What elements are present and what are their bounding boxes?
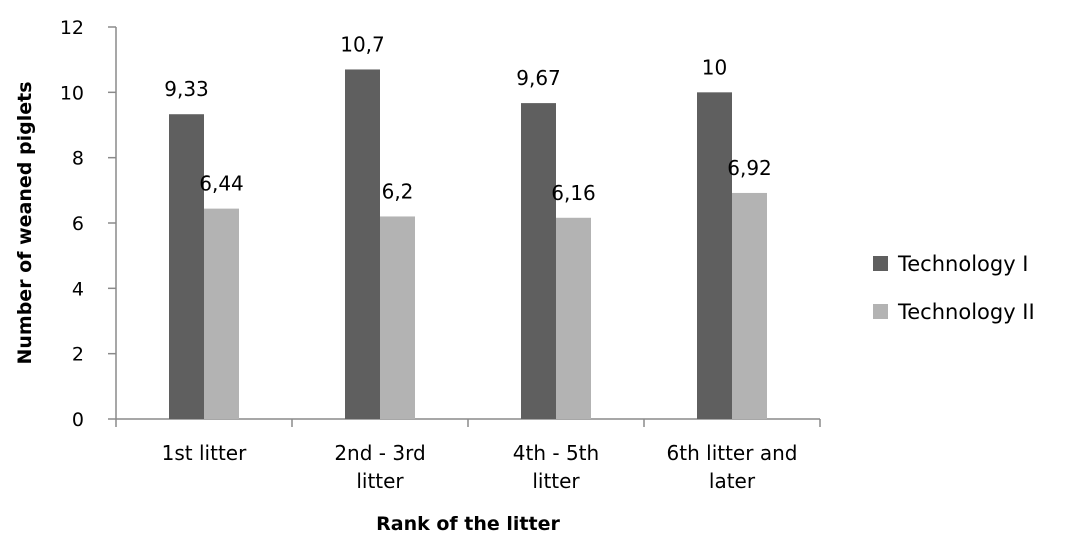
data-label: 9,67 [516, 66, 561, 90]
legend: Technology I Technology II [873, 252, 1035, 324]
legend-swatch [873, 256, 888, 271]
y-tick-label: 12 [60, 17, 84, 39]
bar-technology-ii [380, 216, 415, 419]
y-tick-label: 10 [60, 82, 84, 104]
bar-technology-i [169, 114, 204, 419]
data-label: 10,7 [340, 32, 385, 56]
y-tick-label: 2 [72, 344, 84, 366]
data-label: 6,92 [727, 156, 772, 180]
data-label: 10 [702, 55, 727, 79]
category-label: 6th litter and later [667, 441, 798, 493]
y-tick-label: 6 [72, 213, 84, 235]
data-label: 6,16 [551, 181, 596, 205]
category-label: 1st litter [162, 441, 247, 465]
bar-technology-ii [204, 208, 239, 419]
y-axis-title: Number of weaned piglets [14, 81, 36, 364]
bar-technology-ii [556, 217, 591, 419]
bar-technology-i [697, 92, 732, 419]
bar-technology-i [521, 103, 556, 419]
data-label: 6,44 [199, 172, 244, 196]
x-axis-title: Rank of the litter [376, 513, 560, 535]
legend-label: Technology I [897, 252, 1029, 276]
bar-technology-i [345, 69, 380, 419]
data-label: 6,2 [382, 179, 414, 203]
y-tick-label: 4 [72, 278, 84, 300]
legend-swatch [873, 304, 888, 319]
bar-technology-ii [732, 192, 767, 419]
data-label: 9,33 [164, 77, 209, 101]
y-tick-label: 8 [72, 148, 84, 170]
y-tick-label: 0 [72, 409, 84, 431]
legend-label: Technology II [897, 300, 1035, 324]
category-label: 4th - 5th litter [513, 441, 599, 493]
category-label: 2nd - 3rd litter [334, 441, 425, 493]
